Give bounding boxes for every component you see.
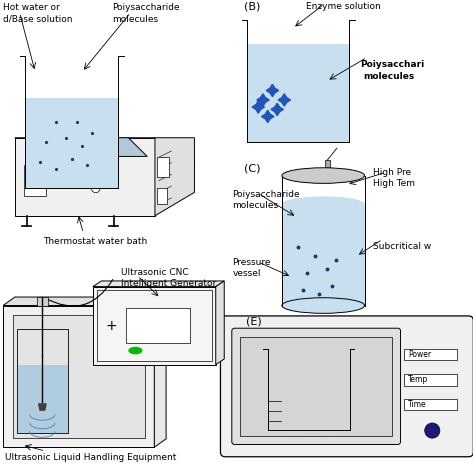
Text: molecules: molecules xyxy=(364,72,415,81)
Bar xyxy=(3,306,155,447)
Text: d/Base solution: d/Base solution xyxy=(3,15,73,24)
Polygon shape xyxy=(271,103,283,116)
Text: High Tem: High Tem xyxy=(373,179,415,188)
Text: molecules: molecules xyxy=(112,15,158,24)
Polygon shape xyxy=(93,287,216,365)
Text: Enzyme solution: Enzyme solution xyxy=(306,1,380,10)
Bar xyxy=(36,297,48,306)
Bar xyxy=(24,165,46,196)
Text: (E): (E) xyxy=(246,317,262,327)
Polygon shape xyxy=(155,138,194,216)
Bar xyxy=(404,349,457,360)
Polygon shape xyxy=(15,138,155,216)
Bar xyxy=(17,328,67,433)
Bar xyxy=(126,309,190,343)
Bar xyxy=(404,399,457,410)
Bar xyxy=(97,291,212,361)
Polygon shape xyxy=(278,94,291,106)
Text: vessel: vessel xyxy=(232,269,261,278)
Text: Ultrasonic Liquid Handling Equipment: Ultrasonic Liquid Handling Equipment xyxy=(5,454,177,463)
Polygon shape xyxy=(266,84,279,97)
Text: (C): (C) xyxy=(244,164,261,174)
Text: Power: Power xyxy=(408,350,431,359)
Text: Intelligent Generator: Intelligent Generator xyxy=(121,279,217,288)
Polygon shape xyxy=(15,138,194,161)
FancyBboxPatch shape xyxy=(232,328,401,445)
Text: Temp: Temp xyxy=(408,375,428,384)
Bar xyxy=(404,374,457,385)
Text: High Pre: High Pre xyxy=(373,168,411,177)
Polygon shape xyxy=(262,110,274,123)
Circle shape xyxy=(425,423,440,438)
Ellipse shape xyxy=(282,168,365,183)
Polygon shape xyxy=(257,94,269,106)
Polygon shape xyxy=(216,281,224,365)
Text: Poiysacchari: Poiysacchari xyxy=(360,60,424,69)
Polygon shape xyxy=(3,297,166,306)
Circle shape xyxy=(91,184,100,193)
Polygon shape xyxy=(282,204,365,306)
Polygon shape xyxy=(247,44,349,143)
Polygon shape xyxy=(93,281,224,287)
Polygon shape xyxy=(252,101,264,113)
Text: Subcritical w: Subcritical w xyxy=(373,242,431,251)
Polygon shape xyxy=(25,99,118,189)
Ellipse shape xyxy=(272,429,345,437)
Polygon shape xyxy=(155,297,166,447)
Ellipse shape xyxy=(128,347,143,355)
Text: (B): (B) xyxy=(244,1,261,12)
Text: Pressure: Pressure xyxy=(232,258,271,267)
Text: +: + xyxy=(105,319,117,333)
Text: Ultrasonic CNC: Ultrasonic CNC xyxy=(121,268,189,277)
Text: Poiysaccharide: Poiysaccharide xyxy=(232,190,300,199)
Bar xyxy=(157,189,167,204)
Bar xyxy=(17,365,67,433)
Ellipse shape xyxy=(282,196,365,212)
Bar xyxy=(240,337,392,436)
Bar xyxy=(12,315,145,438)
Polygon shape xyxy=(268,377,349,430)
Text: Poiysaccharide: Poiysaccharide xyxy=(112,3,179,12)
Text: Thermostat water bath: Thermostat water bath xyxy=(43,237,147,246)
Text: Hot water or: Hot water or xyxy=(3,3,60,12)
Bar xyxy=(325,160,330,167)
Text: molecules: molecules xyxy=(232,201,278,210)
FancyBboxPatch shape xyxy=(220,316,474,457)
Polygon shape xyxy=(38,404,46,410)
Ellipse shape xyxy=(282,298,365,313)
Polygon shape xyxy=(34,138,147,156)
Bar xyxy=(157,157,169,177)
Text: Time: Time xyxy=(408,400,427,409)
